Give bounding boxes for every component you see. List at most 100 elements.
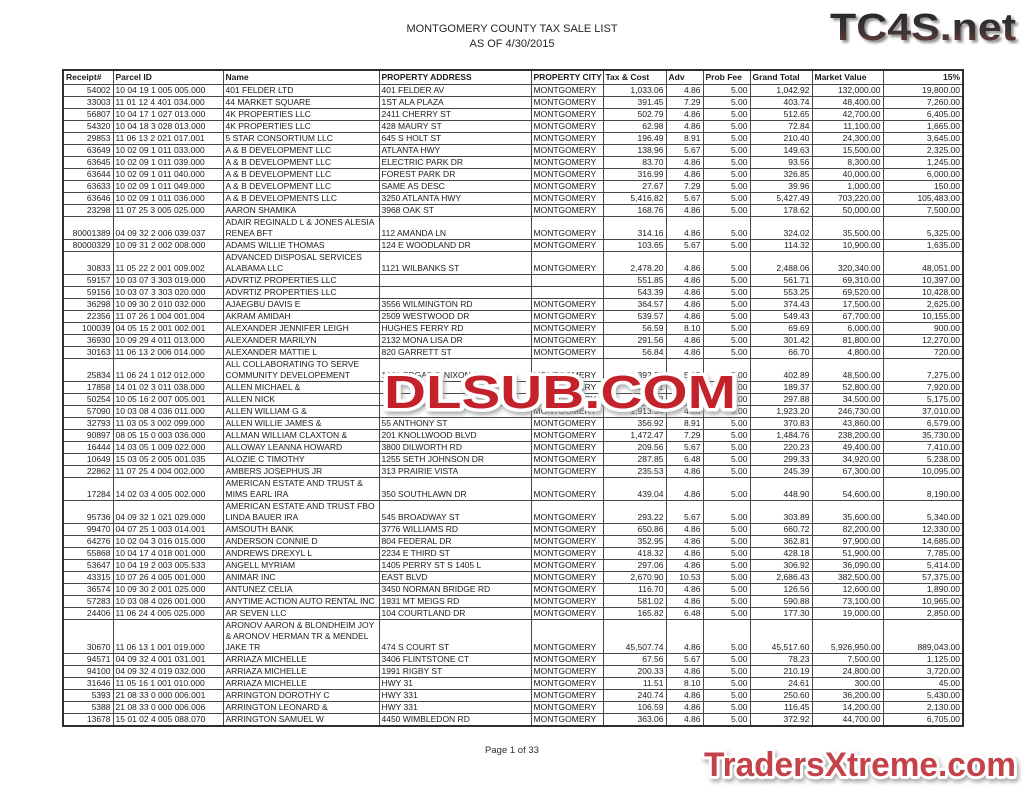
cell-grand-total: 2,686.43 <box>749 571 813 584</box>
cell-prob-fee: 5.00 <box>702 405 751 418</box>
cell-property-address: HUGHES FERRY RD <box>378 322 532 335</box>
cell-tax-cost: 11.51 <box>602 677 667 690</box>
cell-tax-cost: 316.99 <box>602 168 667 181</box>
cell-property-city: MONTGOMERY <box>530 713 604 727</box>
cell-grand-total: 448.90 <box>749 477 813 501</box>
cell-adv: 4.86 <box>665 251 704 275</box>
cell-grand-total: 189.37 <box>749 381 813 394</box>
cell-prob-fee: 5.00 <box>702 96 751 109</box>
cell-property-address <box>378 286 532 299</box>
cell-property-address: 1931 MT MEIGS RD <box>378 595 532 608</box>
cell-pct-15: 2,850.00 <box>882 607 964 620</box>
table-row: 56807 10 04 17 1 027 013.000 4K PROPERTIES… <box>62 108 964 121</box>
cell-grand-total: 299.33 <box>749 453 813 466</box>
cell-receipt: 63645 <box>62 156 114 169</box>
cell-receipt: 80000329 <box>62 239 114 252</box>
cell-name: AMBERS JOSEPHUS JR <box>222 465 380 478</box>
title-block: MONTGOMERY COUNTY TAX SALE LIST AS OF 4/… <box>0 22 1024 52</box>
cell-tax-cost: 2,670.90 <box>602 571 667 584</box>
cell-adv: 5.67 <box>665 358 704 382</box>
cell-grand-total: 297.88 <box>749 393 813 406</box>
cell-adv: 4.86 <box>665 689 704 702</box>
cell-property-address: 2132 MONA LISA DR <box>378 334 532 347</box>
cell-pct-15: 1,890.00 <box>882 583 964 596</box>
cell-parcel-id: 10 03 07 3 303 019.000 <box>112 274 224 287</box>
cell-grand-total: 178.62 <box>749 204 813 217</box>
cell-market-value: 42,700.00 <box>811 108 884 121</box>
cell-property-city: MONTGOMERY <box>530 156 604 169</box>
table-row: 54320 10 04 18 3 028 013.000 4K PROPERTIES… <box>62 120 964 133</box>
cell-grand-total: 326.85 <box>749 168 813 181</box>
cell-name: 44 MARKET SQUARE <box>222 96 380 109</box>
cell-pct-15: 7,275.00 <box>882 358 964 382</box>
cell-prob-fee: 5.00 <box>702 713 751 727</box>
header-row: Receipt# Parcel ID Name PROPERTY ADDRESS PRO… <box>62 69 964 85</box>
table-row: 100039 04 05 15 2 001 002.001 ALEXANDER JE… <box>62 322 964 335</box>
cell-pct-15: 7,260.00 <box>882 96 964 109</box>
cell-parcel-id: 14 02 03 4 005 002.000 <box>112 477 224 501</box>
cell-prob-fee: 5.00 <box>702 500 751 524</box>
cell-adv: 6.48 <box>665 607 704 620</box>
cell-receipt: 90897 <box>62 429 114 442</box>
cell-receipt: 5388 <box>62 701 114 714</box>
cell-pct-15: 6,405.00 <box>882 108 964 121</box>
table-row: 94571 04 09 32 4 001 031.001 ARRIAZA MICHE… <box>62 653 964 666</box>
table-row: 90897 08 05 15 0 003 036.000 ALLMAN WILLIA… <box>62 429 964 442</box>
cell-prob-fee: 5.00 <box>702 192 751 205</box>
cell-receipt: 13678 <box>62 713 114 727</box>
cell-market-value: 320,340.00 <box>811 251 884 275</box>
table-row: 25834 11 06 24 1 012 012.000 ALL COLLABORA… <box>62 358 964 382</box>
cell-name: A & B DEVELOPMENTS LLC <box>222 192 380 205</box>
cell-property-city: MONTGOMERY <box>530 665 604 678</box>
cell-parcel-id: 10 07 26 4 005 001.000 <box>112 571 224 584</box>
cell-market-value: 300.00 <box>811 677 884 690</box>
table-row: 57090 10 03 08 4 036 011.000 ALLEN WILLIAM… <box>62 405 964 418</box>
cell-name: ARRINGTON DOROTHY C <box>222 689 380 702</box>
cell-name: ARONOV AARON & BLONDHEIM JOY & ARONOV HE… <box>222 619 380 654</box>
cell-property-address: 2234 E THIRD ST <box>378 547 532 560</box>
cell-tax-cost: 314.16 <box>602 216 667 240</box>
cell-parcel-id: 08 05 15 0 003 036.000 <box>112 429 224 442</box>
cell-market-value: 24,800.00 <box>811 665 884 678</box>
cell-parcel-id: 10 02 09 1 011 033.000 <box>112 144 224 157</box>
cell-grand-total: 66.70 <box>749 346 813 359</box>
cell-prob-fee: 5.00 <box>702 251 751 275</box>
cell-receipt: 59156 <box>62 286 114 299</box>
cell-tax-cost: 5,416.82 <box>602 192 667 205</box>
cell-adv: 4.86 <box>665 298 704 311</box>
cell-property-address: 3250 ATLANTA HWY <box>378 192 532 205</box>
cell-property-city: MONTGOMERY <box>530 689 604 702</box>
cell-market-value: 11,100.00 <box>811 120 884 133</box>
cell-name: 401 FELDER LTD <box>222 84 380 97</box>
cell-receipt: 25834 <box>62 358 114 382</box>
cell-parcel-id: 10 02 09 1 011 040.000 <box>112 168 224 181</box>
cell-name: ADVRTIZ PROPERTIES LLC <box>222 286 380 299</box>
cell-property-city: MONTGOMERY <box>530 559 604 572</box>
col-header-property-city: PROPERTY CITY <box>530 69 604 85</box>
cell-tax-cost: 106.59 <box>602 701 667 714</box>
cell-property-city <box>530 274 604 287</box>
cell-property-address: 1621 EDGAR D NIXON AV <box>378 358 532 382</box>
cell-adv: 4.86 <box>665 535 704 548</box>
table-row: 94100 04 09 32 4 019 032.000 ARRIAZA MICHE… <box>62 665 964 678</box>
cell-name: ALEXANDER JENNIFER LEIGH <box>222 322 380 335</box>
cell-market-value: 48,400.00 <box>811 96 884 109</box>
cell-receipt: 53647 <box>62 559 114 572</box>
cell-property-address: SAME AS DESC <box>378 180 532 193</box>
table-row: 5388 21 08 33 0 000 006.006 ARRINGTON LEON… <box>62 701 964 714</box>
cell-name: ADVRTIZ PROPERTIES LLC <box>222 274 380 287</box>
cell-tax-cost: 116.70 <box>602 583 667 596</box>
cell-parcel-id: 10 04 19 1 005 005.000 <box>112 84 224 97</box>
cell-parcel-id: 21 08 33 0 000 006.006 <box>112 701 224 714</box>
cell-receipt: 99470 <box>62 523 114 536</box>
cell-tax-cost: 291.56 <box>602 334 667 347</box>
cell-pct-15: 7,920.00 <box>882 381 964 394</box>
cell-property-address: 112 AMANDA LN <box>378 216 532 240</box>
cell-receipt: 31646 <box>62 677 114 690</box>
cell-pct-15: 3,720.00 <box>882 665 964 678</box>
table-row: 10649 15 03 05 2 005 001.035 ALOZIE C TIMO… <box>62 453 964 466</box>
cell-grand-total: 561.71 <box>749 274 813 287</box>
cell-property-address <box>378 393 532 406</box>
table-body: 54002 10 04 19 1 005 005.000 401 FELDER LT… <box>62 84 964 727</box>
cell-tax-cost: 293.22 <box>602 500 667 524</box>
